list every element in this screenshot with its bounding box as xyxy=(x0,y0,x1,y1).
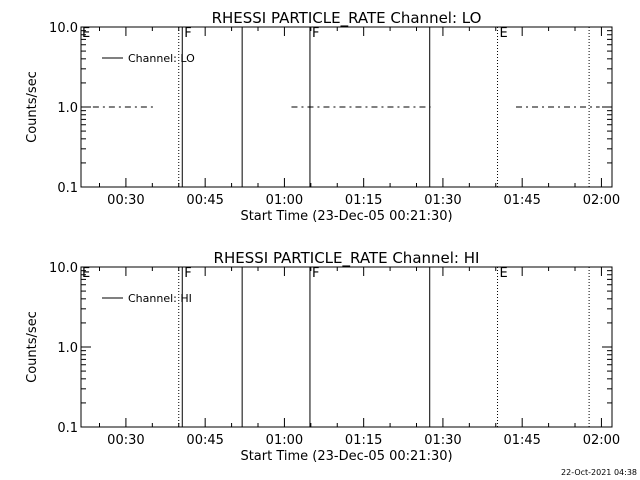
chart-1-x-tick-label: 01:15 xyxy=(345,433,382,448)
chart-1-legend-label: Channel: HI xyxy=(128,292,192,305)
chart-0-x-axis-label: Start Time (23-Dec-05 00:21:30) xyxy=(240,209,452,224)
chart-0-x-tick-label: 01:00 xyxy=(266,193,303,208)
panel-hi: RHESSI PARTICLE_RATE Channel: HI Start Ti… xyxy=(25,249,620,464)
chart-1-event-label: E xyxy=(500,266,508,281)
chart-0-x-tick-label: 01:15 xyxy=(345,193,382,208)
chart-0-x-tick-label: 02:00 xyxy=(583,193,620,208)
chart-0-x-tick-label: 00:30 xyxy=(107,193,144,208)
chart-1-x-tick-label: 01:00 xyxy=(266,433,303,448)
chart-1-corner-label: E xyxy=(82,266,90,281)
chart-1-x-axis-label: Start Time (23-Dec-05 00:21:30) xyxy=(240,449,452,464)
chart-0-title: RHESSI PARTICLE_RATE Channel: LO xyxy=(212,9,482,28)
chart-1-title: RHESSI PARTICLE_RATE Channel: HI xyxy=(214,249,480,268)
chart-1-x-tick-label: 01:30 xyxy=(424,433,461,448)
chart-1-plot-frame xyxy=(80,266,613,428)
chart-0-event-label: E xyxy=(500,26,508,41)
footer-timestamp: 22-Oct-2021 04:38 xyxy=(561,468,637,477)
chart-0-y-tick-label: 1.0 xyxy=(57,101,78,116)
chart-0-legend-label: Channel: LO xyxy=(128,52,195,65)
chart-1-y-tick-label: 0.1 xyxy=(57,421,78,436)
chart-0-x-tick-label: 01:30 xyxy=(424,193,461,208)
chart-1-y-axis-label: Counts/sec xyxy=(25,311,40,383)
chart-1-y-tick-label: 10.0 xyxy=(49,261,78,276)
chart-0-x-tick-label: 01:45 xyxy=(503,193,540,208)
chart-0-corner-label: E xyxy=(82,26,90,41)
chart-1-x-tick-label: 01:45 xyxy=(503,433,540,448)
panel-lo: RHESSI PARTICLE_RATE Channel: LO Start Ti… xyxy=(25,9,620,224)
chart-1-x-tick-label: 00:30 xyxy=(107,433,144,448)
chart-0-event-label: F xyxy=(312,26,319,41)
chart-0-x-tick-label: 00:45 xyxy=(186,193,223,208)
chart-0-y-tick-label: 0.1 xyxy=(57,181,78,196)
chart-1-x-tick-label: 00:45 xyxy=(186,433,223,448)
chart-1-x-tick-label: 02:00 xyxy=(583,433,620,448)
chart-1-event-label: F xyxy=(312,266,319,281)
chart-0-y-axis-label: Counts/sec xyxy=(25,71,40,143)
chart-1-y-tick-label: 1.0 xyxy=(57,341,78,356)
chart-0-y-tick-label: 10.0 xyxy=(49,21,78,36)
chart-0-event-label: F xyxy=(184,26,191,41)
chart-1-event-label: F xyxy=(184,266,191,281)
